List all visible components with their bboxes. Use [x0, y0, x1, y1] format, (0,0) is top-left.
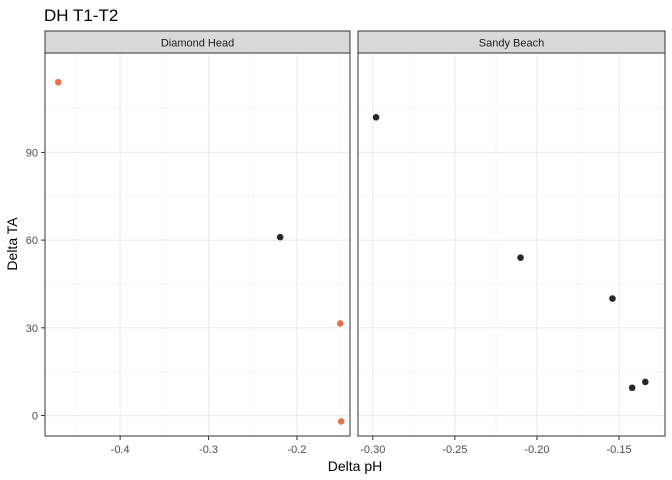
- y-tick-label: 60: [26, 235, 38, 247]
- data-point: [628, 384, 636, 392]
- panel-background: [358, 53, 665, 436]
- data-point: [609, 295, 616, 302]
- y-tick-label: 0: [32, 411, 38, 423]
- data-point: [276, 233, 284, 241]
- x-tick-label: -0.25: [442, 444, 467, 456]
- data-point: [641, 378, 649, 386]
- x-tick-label: -0.4: [111, 444, 130, 456]
- y-axis-title: Delta TA: [4, 217, 20, 271]
- chart-title: DH T1-T2: [44, 6, 118, 25]
- data-point: [517, 254, 524, 261]
- x-tick-label: -0.20: [524, 444, 549, 456]
- facet-strip: [44, 30, 351, 54]
- y-tick-label: 30: [26, 323, 38, 335]
- y-tick-label: 90: [26, 147, 38, 159]
- x-tick-label: -0.30: [360, 444, 385, 456]
- x-tick-label: -0.15: [606, 444, 631, 456]
- data-point: [54, 78, 62, 86]
- facet-strip: [357, 30, 666, 54]
- facet-strip-label: Sandy Beach: [479, 38, 544, 50]
- data-point: [337, 418, 345, 425]
- facet-panel-1: Diamond Head -0.4 -0.3 -0.2: [44, 30, 351, 456]
- data-point: [372, 114, 380, 121]
- data-point: [336, 320, 344, 327]
- panel-background: [45, 53, 350, 436]
- x-tick-label: -0.2: [287, 444, 306, 456]
- x-tick-label: -0.3: [199, 444, 218, 456]
- x-axis-title: Delta pH: [328, 458, 382, 474]
- facet-strip-label: Diamond Head: [161, 38, 234, 50]
- facet-panel-2: Sandy Beach -0.30 -0.25 -0.20 -0.15: [357, 30, 666, 456]
